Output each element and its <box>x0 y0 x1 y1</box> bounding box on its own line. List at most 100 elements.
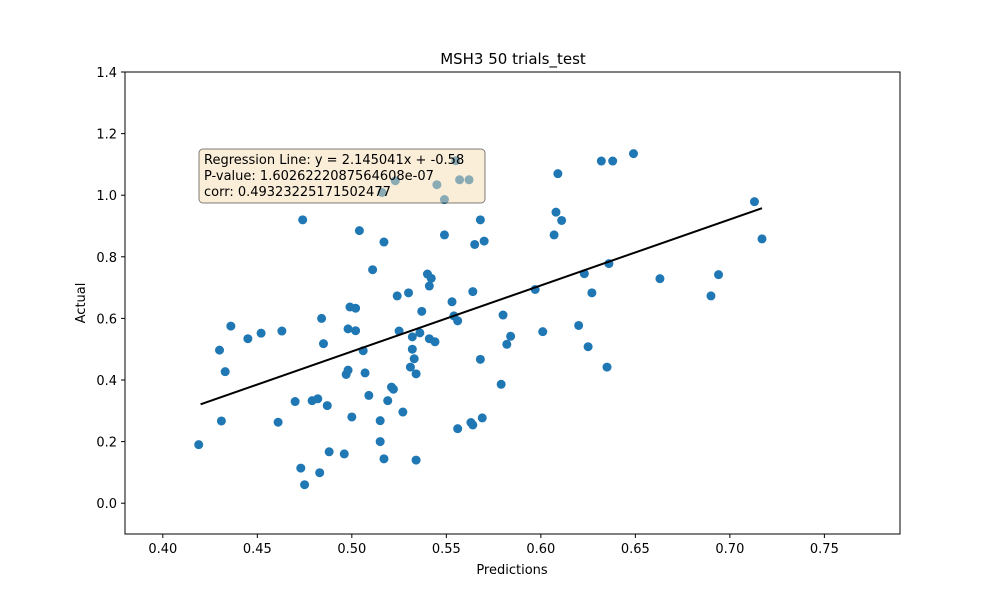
data-point <box>549 230 559 240</box>
data-point <box>596 156 606 166</box>
data-point <box>347 412 357 422</box>
data-point <box>475 215 485 225</box>
data-point <box>351 303 361 313</box>
y-tick-label: 0.2 <box>96 436 117 451</box>
annotation-background <box>198 148 486 204</box>
x-tick-label: 0.60 <box>526 542 555 557</box>
data-point <box>557 215 567 225</box>
data-point <box>360 368 370 378</box>
data-point <box>351 326 361 336</box>
data-point <box>375 416 385 426</box>
data-point <box>502 339 512 349</box>
data-point <box>194 440 204 450</box>
data-point <box>587 288 597 298</box>
y-tick-label: 0.6 <box>96 312 117 327</box>
data-point <box>343 324 353 334</box>
data-point <box>339 449 349 459</box>
data-point <box>538 327 548 337</box>
data-point <box>468 420 478 430</box>
data-point <box>379 237 389 247</box>
data-points <box>194 149 767 490</box>
data-point <box>296 463 306 473</box>
x-tick-label: 0.70 <box>715 542 744 557</box>
data-point <box>551 207 561 217</box>
y-tick-label: 1.4 <box>96 66 117 81</box>
plot-area <box>124 71 901 535</box>
data-point <box>426 273 436 283</box>
y-tick-label: 1.2 <box>96 128 117 143</box>
data-point <box>375 437 385 447</box>
data-point <box>477 413 487 423</box>
data-point <box>220 367 230 377</box>
data-point <box>757 234 767 244</box>
data-point <box>256 328 266 338</box>
data-point <box>398 407 408 417</box>
data-point <box>290 397 300 407</box>
data-point <box>475 354 485 364</box>
x-axis-label: Predictions <box>476 563 548 578</box>
data-point <box>506 331 516 341</box>
data-point <box>583 342 593 352</box>
data-point <box>714 270 724 280</box>
data-point <box>368 265 378 275</box>
annotation-regression-line: Regression Line: y = 2.145041x + -0.58 <box>204 153 464 168</box>
y-tick-label: 0.8 <box>96 251 117 266</box>
annotation-box: Regression Line: y = 2.145041x + -0.58 P… <box>198 148 486 204</box>
data-point <box>273 417 283 427</box>
data-point <box>602 362 612 372</box>
annotation-p-value: P-value: 1.6026222087564608e-07 <box>204 169 434 184</box>
data-point <box>749 197 759 207</box>
plot-frame <box>124 71 901 535</box>
x-tick-label: 0.75 <box>810 542 839 557</box>
data-point <box>324 447 334 457</box>
data-point <box>313 394 323 404</box>
data-point <box>608 156 618 166</box>
data-point <box>215 345 225 355</box>
data-point <box>298 215 308 225</box>
y-tick-label: 1.0 <box>96 189 117 204</box>
data-point <box>243 334 253 344</box>
annotation-corr: corr: 0.4932322517150247​7 <box>204 185 391 200</box>
data-point <box>322 401 332 411</box>
data-point <box>300 480 310 490</box>
data-point <box>404 288 414 298</box>
regression-line <box>200 207 763 406</box>
data-point <box>655 274 665 284</box>
regression-line-group <box>200 207 763 406</box>
y-tick-label: 0.0 <box>96 497 117 512</box>
data-point <box>706 291 716 301</box>
data-point <box>470 239 480 249</box>
data-point <box>553 169 563 179</box>
data-point <box>468 287 478 297</box>
data-point <box>411 455 421 465</box>
data-point <box>409 354 419 364</box>
data-point <box>364 390 374 400</box>
data-point <box>354 226 364 236</box>
data-point <box>628 149 638 159</box>
data-point <box>315 468 325 478</box>
x-tick-label: 0.45 <box>243 542 272 557</box>
data-point <box>407 332 417 342</box>
chart-title: MSH3 50 trials_test <box>440 50 586 69</box>
data-point <box>439 230 449 240</box>
data-point <box>498 310 508 320</box>
x-tick-label: 0.50 <box>337 542 366 557</box>
data-point <box>415 328 425 338</box>
data-point <box>318 339 328 349</box>
data-point <box>574 320 584 330</box>
y-axis-label: Actual <box>74 283 89 324</box>
x-tick-label: 0.55 <box>432 542 461 557</box>
x-tick-label: 0.40 <box>148 542 177 557</box>
data-point <box>430 337 440 347</box>
data-point <box>388 384 398 394</box>
data-point <box>226 321 236 331</box>
data-point <box>392 291 402 301</box>
data-point <box>453 316 463 326</box>
x-tick-label: 0.65 <box>621 542 650 557</box>
y-tick-label: 0.4 <box>96 374 117 389</box>
data-point <box>479 236 489 246</box>
data-point <box>424 281 434 291</box>
axis-ticks: 0.40 0.45 0.50 0.55 0.60 0.65 0.70 0.75 0.0 0.2 0.… <box>96 66 839 557</box>
data-point <box>496 379 506 389</box>
